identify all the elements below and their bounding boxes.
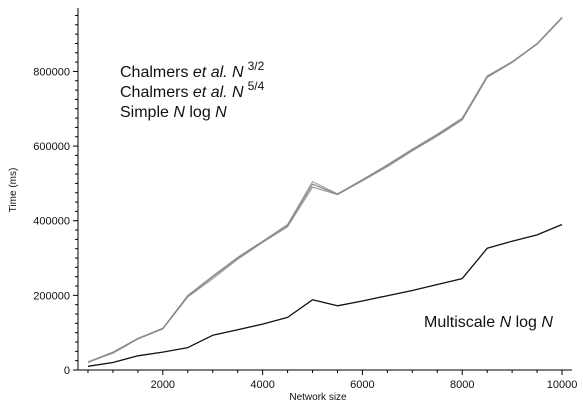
annotation-multiscale-italic: N <box>500 314 512 331</box>
annotation-multiscale-prefix: Multiscale <box>424 314 500 331</box>
y-tick-label: 800000 <box>33 66 70 78</box>
x-tick-label: 4000 <box>250 379 274 391</box>
annotation-multiscale-suffix: log <box>511 314 541 331</box>
annotation-chalmers-3-2-prefix: Chalmers <box>120 64 193 81</box>
x-tick-label: 10000 <box>547 379 578 391</box>
annotation-simple-italic2: N <box>215 104 227 121</box>
annotation-simple-nlogn: Simple N log N <box>120 104 227 121</box>
annotation-chalmers-5-4-prefix: Chalmers <box>120 84 193 101</box>
annotation-simple-prefix: Simple <box>120 104 173 121</box>
x-tick-label: 6000 <box>350 379 374 391</box>
annotation-chalmers-3-2-sup: 3/2 <box>248 59 265 73</box>
series-layer <box>87 16 563 367</box>
y-tick-label: 0 <box>64 365 70 377</box>
series-line-simple-n-log-n <box>87 17 563 364</box>
y-tick-label: 600000 <box>33 141 70 153</box>
annotation-simple-italic: N <box>173 104 185 121</box>
annotation-chalmers-3-2: Chalmers et al. N 3/2 <box>120 59 265 81</box>
annotation-chalmers-5-4: Chalmers et al. N 5/4 <box>120 79 265 101</box>
x-axis-title: Network size <box>289 392 347 403</box>
annotation-chalmers-3-2-italic: et al. N <box>193 64 244 81</box>
series-line-multiscale-n-log-n <box>87 223 563 367</box>
y-tick-label: 200000 <box>33 290 70 302</box>
annotation-chalmers-5-4-sup: 5/4 <box>248 79 265 93</box>
annotation-chalmers-5-4-italic: et al. N <box>193 84 244 101</box>
x-tick-label: 8000 <box>450 379 474 391</box>
x-tick-label: 2000 <box>151 379 175 391</box>
annotation-multiscale: Multiscale N log N <box>424 314 553 331</box>
annotation-multiscale-italic2: N <box>541 314 553 331</box>
y-tick-label: 400000 <box>33 216 70 228</box>
y-axis-title: Time (ms) <box>8 168 19 213</box>
axes-layer <box>77 8 572 371</box>
annotation-simple-suffix: log <box>185 104 215 121</box>
ticks-layer: 0 200000 400000 600000 800000 2000 4000 6000 800… <box>33 14 578 391</box>
